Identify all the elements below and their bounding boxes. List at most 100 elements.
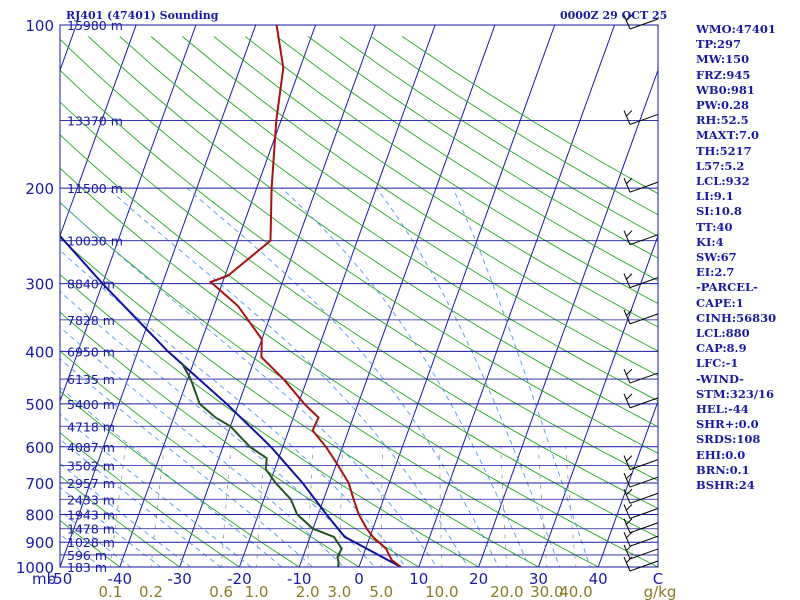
pressure-label: 700	[25, 475, 54, 493]
wind-barb-staff	[623, 393, 631, 409]
height-label: 5400 m	[67, 397, 115, 412]
wind-barb-flag	[629, 535, 659, 547]
dry-adiabat-line	[245, 36, 658, 305]
dry-adiabat-line	[60, 69, 658, 482]
wind-barb-flag	[625, 504, 633, 511]
moist-adiabat-line	[60, 462, 192, 567]
sounding-index-line: TT:40	[696, 219, 733, 234]
temperature-line	[208, 25, 402, 567]
sounding-indices-panel: WMO:47401 TP:297 MW:150 FRZ:945 WB0:981 PW:0.…	[696, 22, 800, 493]
sounding-index-line: SHR+:0.0	[696, 417, 759, 432]
parcel-path-line	[60, 234, 402, 567]
mixing-ratio-label: 3.0	[327, 583, 351, 600]
wind-barb-flag	[625, 518, 633, 526]
wind-barb-flag	[629, 560, 659, 572]
moist-adiabat-line	[452, 188, 591, 567]
wind-barb-flag	[629, 397, 659, 409]
moist-adiabat-line	[60, 201, 438, 567]
sounding-index-line: LFC:-1	[696, 356, 739, 371]
moist-adiabat-line	[186, 187, 500, 567]
isotherm-line	[478, 68, 658, 567]
height-label: 8840 m	[67, 277, 115, 292]
wind-barb-flag	[625, 531, 633, 539]
moist-adiabat-line	[60, 533, 102, 567]
isotherm-line	[298, 25, 496, 567]
dry-adiabat-line	[60, 432, 241, 567]
background-grid	[60, 25, 658, 567]
mixing-ratio-label: 0.1	[98, 583, 122, 600]
sounding-index-line: PW:0.28	[696, 98, 750, 113]
wind-barb-flag	[629, 18, 659, 30]
pressure-label: 400	[25, 343, 54, 361]
pressure-label: 500	[25, 396, 54, 414]
wind-barb-staff	[623, 177, 631, 193]
height-label: 596 m	[67, 548, 107, 563]
wind-barb-staff	[623, 14, 631, 30]
wind-barb-flag	[625, 14, 633, 22]
height-label: 13370 m	[67, 113, 123, 128]
dry-adiabat-line	[60, 134, 658, 538]
pressure-label: 900	[25, 534, 54, 552]
isotherm-line	[597, 399, 658, 567]
moist-adiabat-line	[60, 326, 345, 567]
isotherm-line	[60, 25, 137, 238]
height-label: 1028 m	[67, 535, 115, 550]
wind-barb-staff	[623, 489, 631, 504]
sounding-index-line: KI:4	[696, 234, 724, 249]
moist-adiabat-line	[376, 187, 561, 567]
wind-barb-flag	[629, 113, 659, 125]
pressure-label: 1000	[16, 559, 54, 577]
wind-barb	[623, 309, 659, 325]
sounding-index-line: STM:323/16	[696, 386, 775, 401]
mixing-ratio-label: 0.2	[139, 583, 163, 600]
dry-adiabat-line	[307, 36, 658, 259]
dry-adiabat-line	[213, 36, 658, 328]
wind-barb-flag	[629, 476, 659, 488]
temperature-tick-label: -40	[108, 570, 133, 588]
wind-barb-staff	[623, 532, 631, 547]
dry-adiabat-line	[119, 36, 658, 402]
sounding-index-line: LI:9.1	[696, 189, 734, 204]
dry-adiabat-line	[60, 237, 540, 567]
wind-barb-staff	[623, 110, 631, 125]
moist-adiabat-line	[60, 249, 407, 567]
moist-adiabat-line	[60, 413, 252, 567]
temperature-tick-label: C	[653, 570, 663, 588]
wind-barb	[623, 273, 659, 289]
wind-barb-staff	[623, 230, 631, 245]
wind-barb	[623, 488, 659, 504]
wind-barb-staff	[623, 273, 631, 288]
sounding-index-line: BRN:0.1	[696, 462, 750, 477]
wind-barb	[623, 393, 659, 409]
sounding-index-line: LCL:932	[696, 174, 750, 189]
dry-adiabat-line	[60, 311, 420, 567]
temperature-tick-label: 20	[469, 570, 488, 588]
wind-barb-flag	[625, 544, 633, 552]
sounding-index-line: SRDS:108	[696, 432, 761, 447]
wind-barb-flag	[629, 492, 659, 504]
dry-adiabat-line	[60, 273, 480, 567]
dry-adiabat-line	[276, 36, 658, 282]
temperature-tick-label: -10	[287, 570, 312, 588]
mixing-unit-label: g/kg	[644, 583, 677, 600]
temperature-tick-label: -30	[167, 570, 192, 588]
sounding-index-line: LCL:880	[696, 326, 750, 341]
isotherm-line	[179, 25, 376, 567]
profiles	[60, 25, 402, 567]
mixing-ratio-label: 30.0	[530, 583, 563, 600]
wind-barb-flag	[625, 368, 633, 376]
dry-adiabat-line	[60, 38, 658, 454]
moist-adiabat-line	[60, 438, 222, 567]
mixing-ratio-label: 20.0	[490, 583, 523, 600]
isotherm-line	[60, 25, 197, 403]
wind-barb-flag	[625, 455, 633, 462]
pressure-label: 200	[25, 180, 54, 198]
height-label: 3502 m	[67, 459, 115, 474]
wind-barb-flag	[625, 472, 633, 480]
moist-adiabat-line	[107, 187, 469, 567]
wind-barb-flag	[625, 488, 633, 496]
wind-barb-flag	[629, 313, 659, 325]
sounding-index-line: EHI:0.0	[696, 447, 746, 462]
sounding-index-line: FRZ:945	[696, 67, 751, 82]
sounding-index-line: HEL:-44	[696, 402, 749, 417]
